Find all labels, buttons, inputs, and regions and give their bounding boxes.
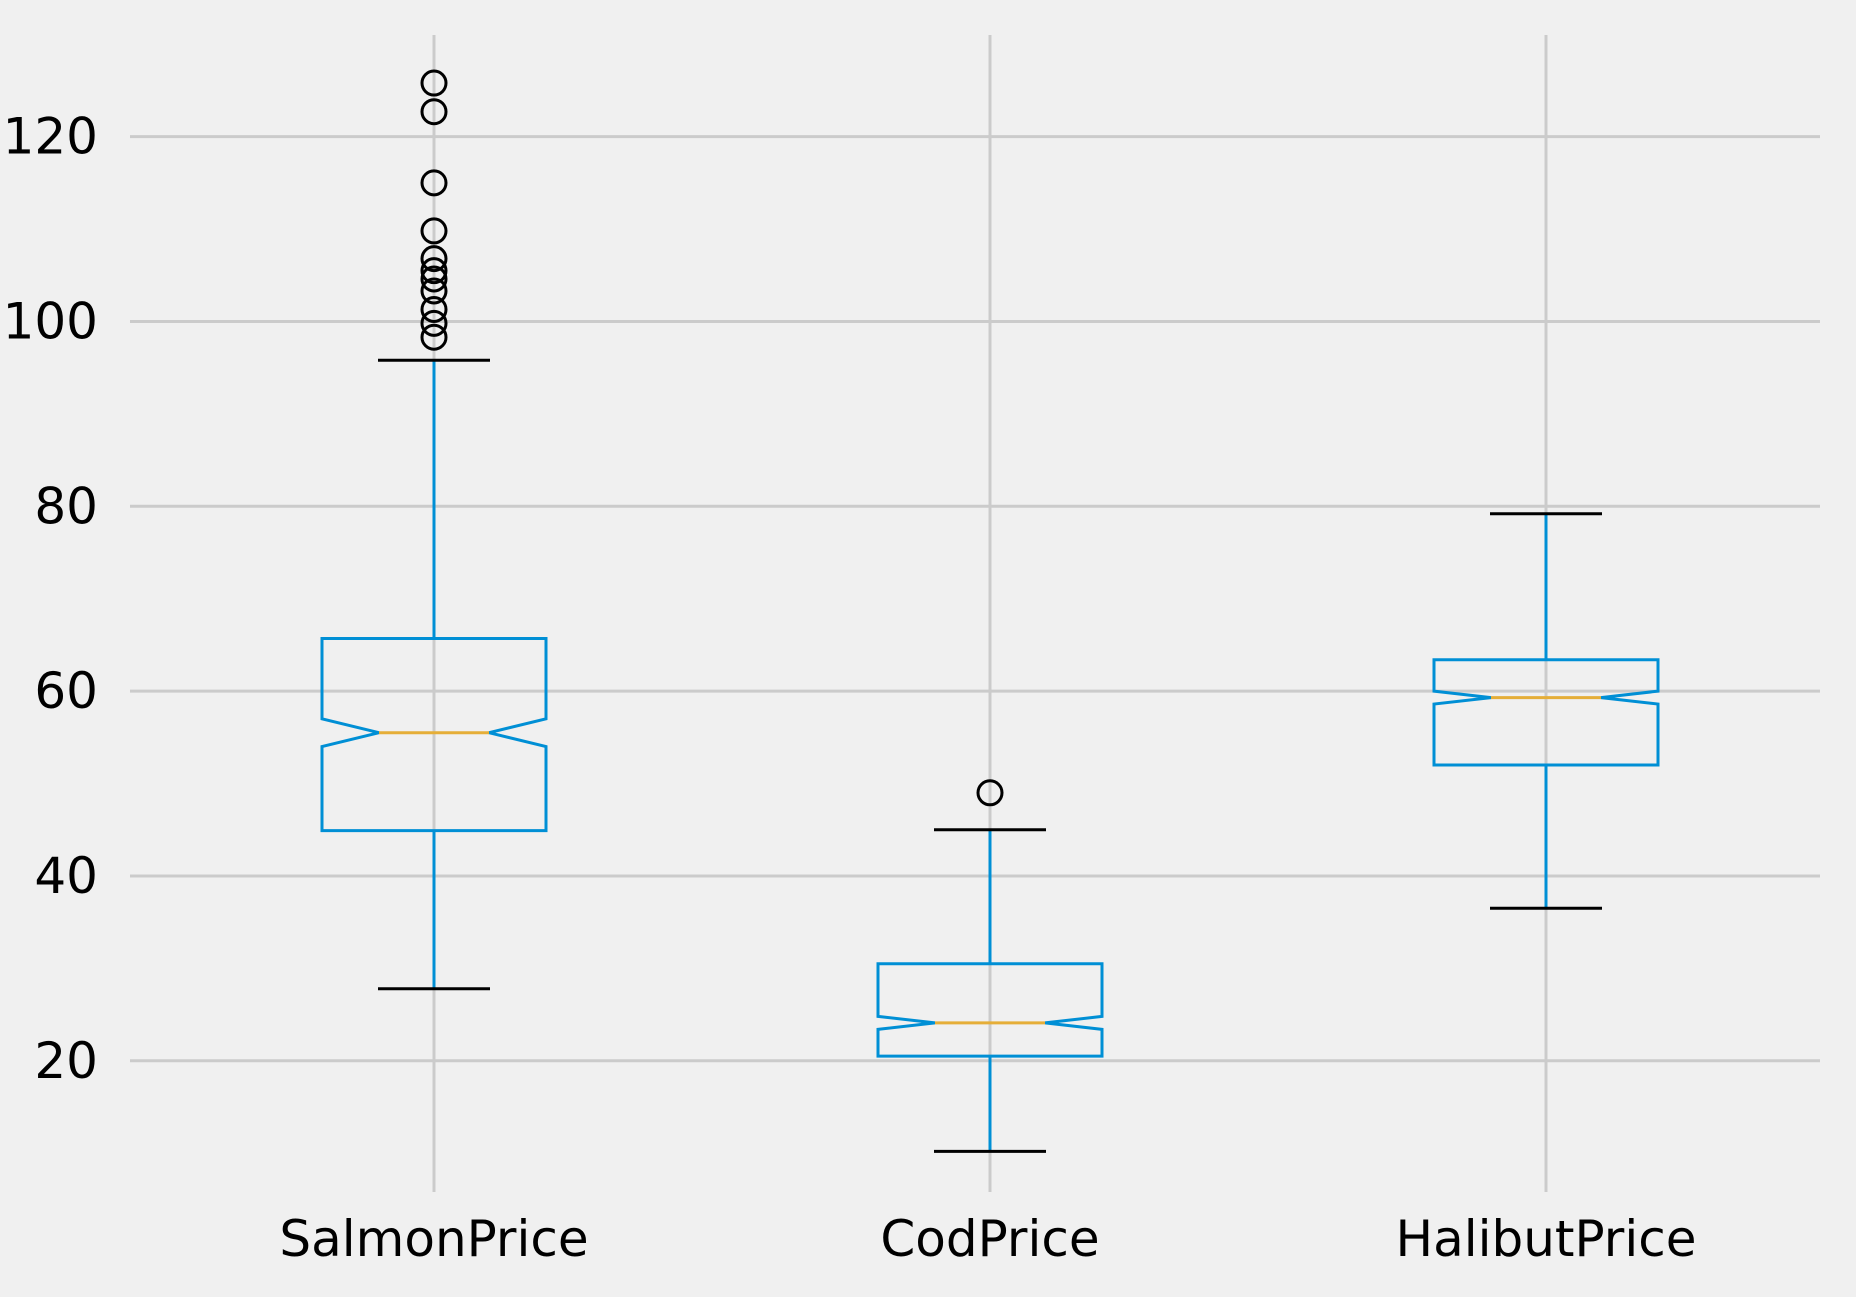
box-body	[1432, 658, 1660, 767]
outlier-point	[420, 309, 448, 337]
outlier-point	[420, 217, 448, 245]
y-tick-label: 80	[34, 477, 98, 535]
x-tick-label: CodPrice	[880, 1210, 1099, 1268]
box-CodPrice	[876, 779, 1104, 1153]
outlier-point	[420, 245, 448, 273]
y-tick-label: 120	[3, 108, 98, 166]
box-body	[876, 962, 1104, 1058]
y-tick-label: 100	[3, 292, 98, 350]
outlier-point	[420, 69, 448, 97]
x-tick-label: HalibutPrice	[1395, 1210, 1696, 1268]
outlier-point	[420, 169, 448, 197]
y-tick-label: 60	[34, 662, 98, 720]
outlier-point	[420, 323, 448, 351]
y-axis-tick-labels: 20 40 60 80 100 120	[3, 108, 98, 1090]
outlier-point	[420, 265, 448, 293]
boxes	[320, 69, 1660, 1153]
outlier-point	[976, 779, 1004, 807]
outlier-point	[420, 257, 448, 285]
box-body	[320, 636, 548, 833]
x-tick-label: SalmonPrice	[279, 1210, 588, 1268]
box-SalmonPrice	[320, 69, 548, 991]
outlier-point	[420, 98, 448, 126]
x-axis-tick-labels: SalmonPrice CodPrice HalibutPrice	[279, 1210, 1696, 1268]
y-tick-label: 40	[34, 847, 98, 905]
outlier-point	[420, 277, 448, 305]
outlier-point	[420, 295, 448, 323]
box-HalibutPrice	[1432, 512, 1660, 910]
y-tick-label: 20	[34, 1032, 98, 1090]
